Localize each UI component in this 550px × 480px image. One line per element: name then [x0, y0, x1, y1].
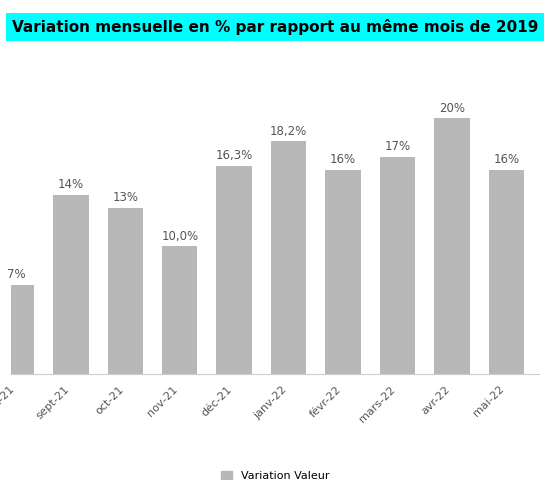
Text: 16%: 16%	[493, 153, 519, 166]
Text: 16%: 16%	[330, 153, 356, 166]
Bar	[108, 208, 143, 374]
Bar	[217, 166, 252, 374]
Bar	[488, 169, 524, 374]
Text: 17%: 17%	[384, 140, 410, 153]
Bar	[380, 157, 415, 374]
Bar	[271, 142, 306, 374]
Bar	[162, 246, 197, 374]
Bar	[326, 169, 361, 374]
Text: 14%: 14%	[58, 179, 84, 192]
Bar	[0, 285, 34, 374]
Text: 18,2%: 18,2%	[270, 125, 307, 138]
Bar	[53, 195, 89, 374]
Text: 20%: 20%	[439, 102, 465, 115]
Text: 10,0%: 10,0%	[161, 229, 199, 242]
Text: 13%: 13%	[112, 191, 138, 204]
Text: 7%: 7%	[7, 268, 26, 281]
Bar	[434, 119, 470, 374]
Legend: Variation Valeur: Variation Valeur	[216, 467, 334, 480]
Text: Variation mensuelle en % par rapport au même mois de 2019: Variation mensuelle en % par rapport au …	[12, 19, 538, 35]
Text: 16,3%: 16,3%	[216, 149, 253, 162]
